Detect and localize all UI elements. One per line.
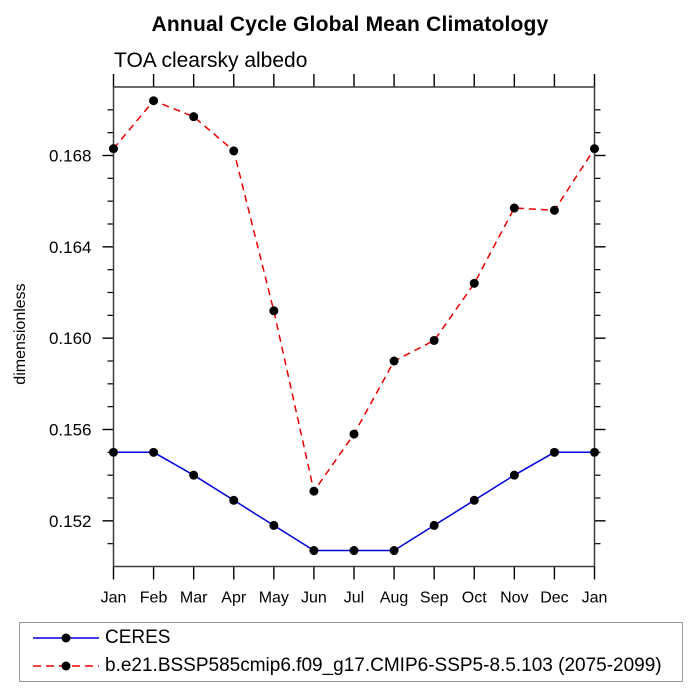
chart-subtitle: TOA clearsky albedo xyxy=(114,49,308,72)
series-1-marker xyxy=(429,335,439,345)
y-tick-label: 0.160 xyxy=(49,329,92,348)
x-tick-label: Nov xyxy=(500,590,528,607)
legend-line-dashed-icon xyxy=(33,661,99,671)
series-1-marker xyxy=(509,203,519,213)
series-0-marker xyxy=(269,520,279,530)
series-0-marker xyxy=(590,447,599,457)
y-tick-label: 0.152 xyxy=(49,512,92,531)
x-tick-label: Aug xyxy=(380,590,408,607)
x-tick-label: May xyxy=(259,590,289,607)
series-0-marker xyxy=(309,546,319,556)
series-1-marker xyxy=(109,144,118,154)
series-0-marker xyxy=(349,546,359,556)
legend-marker-dot xyxy=(61,661,71,671)
x-tick-label: Mar xyxy=(180,590,208,607)
series-1-marker xyxy=(309,486,319,496)
x-tick-label: Apr xyxy=(221,590,247,607)
legend-label-ceres: CERES xyxy=(105,627,171,648)
y-tick-label: 0.164 xyxy=(49,238,92,257)
series-1-marker xyxy=(469,278,479,288)
x-tick-label: Oct xyxy=(462,590,487,607)
legend-line-solid-icon xyxy=(33,633,99,643)
x-tick-label: Jun xyxy=(301,590,327,607)
series-0-marker xyxy=(429,520,439,530)
legend-box: CERES b.e21.BSSP585cmip6.f09_g17.CMIP6-S… xyxy=(19,622,683,682)
legend-label-model: b.e21.BSSP585cmip6.f09_g17.CMIP6-SSP5-8.… xyxy=(105,655,662,676)
series-0-marker xyxy=(389,546,399,556)
y-tick-label: 0.168 xyxy=(49,147,92,166)
series-0-marker xyxy=(469,495,479,505)
series-1-marker xyxy=(590,144,599,154)
series-1-marker xyxy=(389,356,399,366)
series-0-marker xyxy=(109,447,118,457)
series-0-marker xyxy=(229,495,239,505)
series-1-marker xyxy=(349,429,359,439)
series-0-marker xyxy=(549,447,559,457)
series-1-marker xyxy=(549,205,559,215)
series-0-marker xyxy=(149,447,159,457)
series-0-marker xyxy=(189,470,199,480)
chart-title: Annual Cycle Global Mean Climatology xyxy=(151,13,549,36)
x-tick-label: Dec xyxy=(540,590,568,607)
legend-marker-dot xyxy=(61,633,71,643)
series-0-marker xyxy=(509,470,519,480)
x-tick-label: Feb xyxy=(140,590,168,607)
legend-entry-model: b.e21.BSSP585cmip6.f09_g17.CMIP6-SSP5-8.… xyxy=(31,654,682,679)
series-line-0 xyxy=(113,451,595,552)
series-1-marker xyxy=(189,112,199,122)
y-tick-label: 0.156 xyxy=(49,421,92,440)
x-tick-label: Jan xyxy=(101,590,127,607)
legend-entry-ceres: CERES xyxy=(31,626,682,651)
x-tick-label: Jul xyxy=(344,590,364,607)
x-tick-label: Jan xyxy=(582,590,608,607)
series-1-marker xyxy=(149,96,159,106)
series-1-marker xyxy=(269,306,279,316)
x-tick-label: Sep xyxy=(420,590,449,607)
plot-border xyxy=(112,86,596,568)
series-1-marker xyxy=(229,146,239,156)
